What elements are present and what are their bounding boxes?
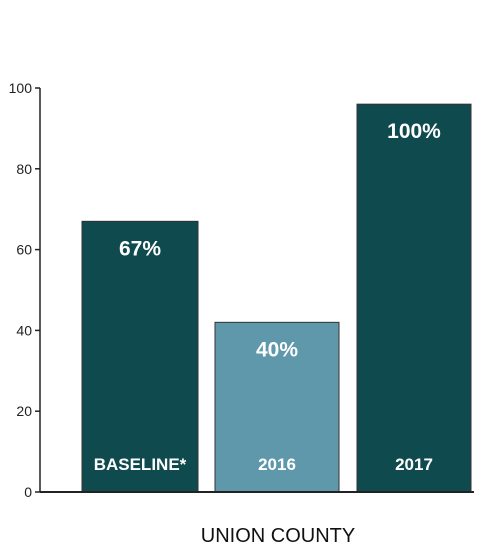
bar-group: 40% 2016 — [214, 321, 340, 493]
bar-value-label: 67% — [119, 237, 161, 260]
y-tick-label: 40 — [16, 322, 32, 338]
bar-value-label: 40% — [256, 338, 298, 361]
y-tick-label: 20 — [16, 403, 32, 419]
bar — [81, 220, 199, 493]
bar-group: 100% 2017 — [356, 103, 472, 493]
y-axis: 0 20 40 60 80 100 — [9, 80, 41, 500]
x-axis-title: UNION COUNTY — [201, 525, 355, 547]
y-tick-label: 60 — [16, 242, 32, 258]
bar — [356, 103, 472, 493]
bar-category-label: 2017 — [395, 455, 433, 474]
y-tick-label: 80 — [16, 161, 32, 177]
bar-category-label: BASELINE* — [94, 455, 187, 474]
bar-value-label: 100% — [387, 120, 441, 143]
bar-group: 67% BASELINE* — [81, 220, 199, 493]
y-tick-label: 100 — [9, 80, 33, 96]
bars-group: 67% BASELINE* 40% 2016 100% 2017 — [81, 103, 472, 493]
y-tick-label: 0 — [24, 484, 32, 500]
bar-category-label: 2016 — [258, 455, 296, 474]
